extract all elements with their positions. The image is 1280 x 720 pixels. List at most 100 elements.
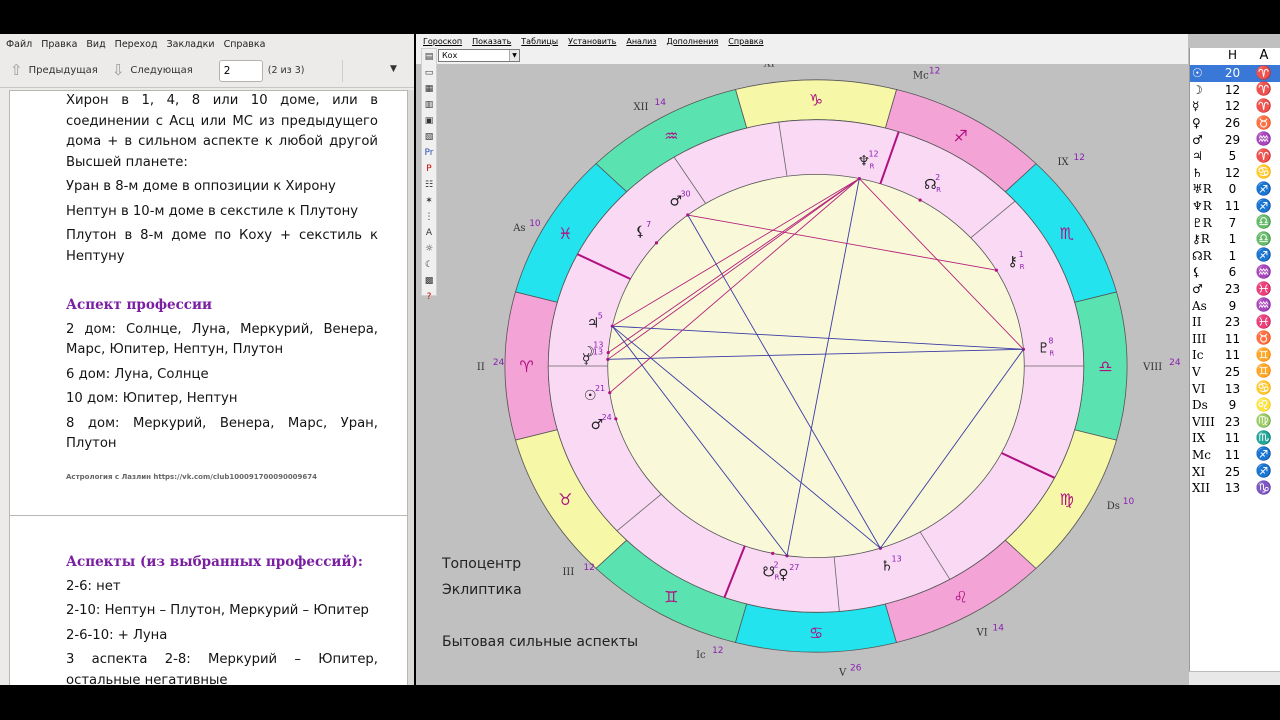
table-row[interactable]: ♂ 29 ♒	[1190, 131, 1280, 148]
row-body: II	[1192, 315, 1202, 330]
save-icon[interactable]: ▥	[424, 100, 434, 110]
house-cusp-line	[673, 156, 706, 204]
table-row[interactable]: ♃ 5 ♈	[1190, 148, 1280, 165]
house-system-select[interactable]: Кох ▼	[438, 49, 520, 62]
row-sign: ♍	[1255, 414, 1273, 430]
aspect-line	[607, 348, 1024, 360]
menu-tables[interactable]: Таблицы	[521, 36, 559, 46]
viewer-menubar: Файл Правка Вид Переход Закладки Справка	[0, 34, 414, 54]
page-number-input[interactable]	[218, 59, 263, 82]
aspect-line	[609, 178, 860, 394]
row-degree: 12	[1224, 165, 1241, 180]
dots-icon[interactable]: ⋮	[424, 212, 434, 222]
planet-glyph: ☋	[763, 564, 775, 580]
folder-icon[interactable]: ▭	[424, 68, 434, 78]
menu-view[interactable]: Вид	[86, 38, 106, 50]
table-row[interactable]: ♅R 0 ♐	[1190, 181, 1280, 198]
ecliptic-label: Эклиптика	[442, 582, 522, 598]
table-row[interactable]: XI 25 ♐	[1190, 463, 1280, 480]
paragraph: 2-6: нет	[66, 578, 121, 594]
table-row[interactable]: ⚷R 1 ♎	[1190, 231, 1280, 248]
menu-bookmarks[interactable]: Закладки	[166, 38, 215, 50]
row-degree: 11	[1224, 431, 1241, 446]
menu-show[interactable]: Показать	[472, 36, 512, 46]
planet-dot	[994, 268, 998, 272]
scrollbar[interactable]	[408, 90, 414, 685]
menu-dropdown-icon[interactable]: ▼	[390, 64, 397, 74]
table-row[interactable]: II 23 ♓	[1190, 314, 1280, 331]
row-sign: ♐	[1255, 198, 1273, 214]
text-icon[interactable]: A	[425, 228, 433, 238]
menu-help[interactable]: Справка	[223, 38, 266, 50]
page-content: Хирон в 1, 4, 8 или 10 доме, или в соеди…	[66, 91, 378, 491]
table-row[interactable]: ☉ 20 ♈	[1190, 65, 1280, 82]
table-row[interactable]: V 25 ♊	[1190, 364, 1280, 381]
inner-circle	[607, 174, 1025, 558]
table-row[interactable]: ⚸ 6 ♒	[1190, 264, 1280, 281]
house-degree: 12	[583, 563, 594, 573]
column-header-a: A	[1259, 48, 1269, 63]
table-row[interactable]: ♂ 23 ♓	[1190, 281, 1280, 298]
row-degree: 29	[1224, 132, 1241, 147]
row-sign: ♑	[1255, 480, 1273, 496]
table-row[interactable]: ♄ 12 ♋	[1190, 165, 1280, 182]
menu-analysis[interactable]: Анализ	[626, 36, 657, 46]
print-icon[interactable]: ▦	[424, 84, 434, 94]
table-row[interactable]: ☿ 12 ♈	[1190, 98, 1280, 115]
house-degree: 24	[1169, 358, 1181, 368]
disk-icon[interactable]: ▩	[424, 276, 434, 286]
table-row[interactable]: ♆R 11 ♐	[1190, 198, 1280, 215]
aspect-line	[858, 178, 1024, 350]
menu-help[interactable]: Справка	[728, 36, 764, 46]
table-row[interactable]: ☊R 1 ♐	[1190, 248, 1280, 265]
row-sign: ♈	[1255, 82, 1273, 98]
menu-horoscope[interactable]: Гороскоп	[423, 36, 463, 46]
p-icon[interactable]: P	[426, 164, 432, 174]
star-icon[interactable]: ✶	[425, 196, 433, 206]
moon-icon[interactable]: ☾	[424, 260, 434, 270]
sun-icon[interactable]: ☼	[424, 244, 434, 254]
zodiac-sign-glyph: ♈	[519, 357, 533, 376]
table-row[interactable]: Ds 9 ♌	[1190, 397, 1280, 414]
house-label: V	[838, 667, 847, 678]
settings-icon[interactable]: ▣	[424, 116, 434, 126]
row-body: Ds	[1192, 398, 1208, 413]
zodiac-sign-glyph: ♏	[1059, 224, 1073, 243]
row-degree: 25	[1224, 464, 1241, 479]
copy-icon[interactable]: ▧	[424, 132, 434, 142]
pr-icon[interactable]: Pr	[424, 148, 434, 158]
next-label: Следующая	[130, 65, 193, 76]
table-row[interactable]: XII 13 ♑	[1190, 480, 1280, 497]
retrograde-marker: R	[1049, 350, 1054, 358]
section-heading: Аспекты (из выбранных профессий):	[66, 554, 363, 570]
table-row[interactable]: ☽ 12 ♈	[1190, 82, 1280, 99]
table-row[interactable]: VIII 23 ♍	[1190, 413, 1280, 430]
topocentric-label: Топоцентр	[441, 556, 521, 572]
help-icon[interactable]: ?	[426, 292, 432, 302]
retrograde-marker: R	[1020, 263, 1025, 271]
table-row[interactable]: III 11 ♉	[1190, 331, 1280, 348]
table-row[interactable]: VI 13 ♋	[1190, 380, 1280, 397]
table-row[interactable]: IX 11 ♏	[1190, 430, 1280, 447]
table-row[interactable]: ♇R 7 ♎	[1190, 214, 1280, 231]
table-row[interactable]: Mc 11 ♐	[1190, 447, 1280, 464]
house-cusp-line	[833, 556, 840, 612]
menu-settings[interactable]: Установить	[568, 36, 617, 46]
astro-menubar: Гороскоп Показать Таблицы Установить Ана…	[416, 34, 1188, 48]
table-row[interactable]: As 9 ♒	[1190, 297, 1280, 314]
table-row[interactable]: Ic 11 ♊	[1190, 347, 1280, 364]
grid-icon[interactable]: ☷	[424, 180, 434, 190]
previous-page-button[interactable]: ⇧ Предыдущая	[10, 63, 98, 78]
table-row[interactable]: ♀ 26 ♉	[1190, 115, 1280, 132]
menu-file[interactable]: Файл	[6, 38, 33, 50]
menu-addons[interactable]: Дополнения	[666, 36, 719, 46]
menu-go[interactable]: Переход	[114, 38, 158, 50]
horizontal-scrollbar[interactable]	[1189, 671, 1280, 685]
viewer-toolbar: ⇧ Предыдущая ⇩ Следующая (2 из 3) ▼	[0, 54, 414, 88]
doc-icon[interactable]: ▤	[424, 52, 434, 62]
paragraph: Плутон в 8-м доме по Коху + секстиль к Н…	[66, 228, 378, 264]
next-page-button[interactable]: ⇩ Следующая	[112, 63, 193, 78]
menu-edit[interactable]: Правка	[41, 38, 78, 50]
row-degree: 1	[1228, 232, 1237, 247]
